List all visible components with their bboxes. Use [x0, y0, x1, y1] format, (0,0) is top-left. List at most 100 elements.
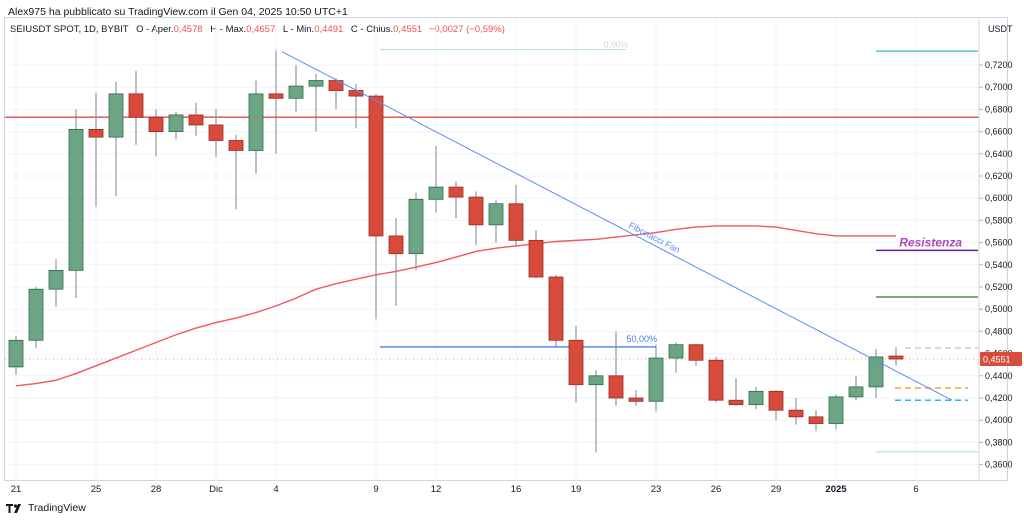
- candle-body: [228, 140, 244, 151]
- candle-body: [88, 128, 104, 138]
- candle-body: [468, 196, 484, 226]
- fibonacci-fan-line: [281, 51, 953, 401]
- drawing-levels: 0,00% 50,00% Resistenza: [5, 39, 979, 453]
- candle-body: [368, 95, 384, 237]
- candle-body: [428, 186, 444, 200]
- chart-frame: [4, 17, 1008, 481]
- candle-body: [308, 80, 324, 87]
- last-price-tag: [980, 352, 1022, 367]
- legend-change: −0,0027 (−0,59%): [428, 24, 505, 35]
- candle-body: [588, 375, 604, 386]
- chart-legend: SEIUSDT SPOT, 1D, BYBIT O - Aper.0,4578 …: [10, 24, 505, 35]
- candle-body: [348, 90, 364, 97]
- candle-body: [628, 397, 644, 402]
- time-tick-label: 29: [771, 484, 782, 495]
- moving-average: [15, 225, 896, 387]
- candle-body: [668, 344, 684, 359]
- price-tick-label: 0,4400: [985, 371, 1013, 381]
- price-tick-label: 0,3800: [985, 437, 1013, 447]
- time-tick-label: 9: [373, 484, 378, 495]
- grid: [5, 18, 979, 481]
- candle-body: [208, 124, 224, 141]
- legend-open-value: 0,4578: [173, 24, 203, 35]
- candle-body: [288, 85, 304, 99]
- candle-body: [168, 114, 184, 132]
- time-tick-label: 16: [511, 484, 522, 495]
- candle-body: [708, 359, 724, 401]
- candle-body: [748, 390, 764, 406]
- time-tick-label: 28: [151, 484, 162, 495]
- candle-body: [128, 93, 144, 118]
- price-tick-label: 0,5200: [985, 282, 1013, 292]
- candle-body: [568, 339, 584, 386]
- time-tick-label: 4: [273, 484, 278, 495]
- price-tick-label: 0,5600: [985, 238, 1013, 248]
- price-tick-label: 0,6400: [985, 149, 1013, 159]
- candle-body: [888, 355, 904, 360]
- time-tick-label: Dic: [209, 484, 223, 495]
- fibonacci-fan-label: Fibonacci Fan: [627, 220, 682, 255]
- legend-close-value: 0,4551: [393, 24, 423, 35]
- candle-body: [108, 93, 124, 138]
- candle-body: [788, 409, 804, 418]
- legend-low-label: L - Min.: [282, 24, 315, 35]
- candle-body: [848, 386, 864, 398]
- legend-symbol[interactable]: SEIUSDT SPOT, 1D, BYBIT: [10, 24, 129, 35]
- price-tick-label: 0,7000: [985, 82, 1013, 92]
- last-price-tag-label: 0,4551: [983, 355, 1011, 365]
- price-tick-label: 0,7200: [985, 60, 1013, 70]
- currency-label: USDT: [988, 24, 1013, 34]
- time-tick-label: 19: [571, 484, 582, 495]
- time-tick-label: 23: [651, 484, 662, 495]
- price-tick-label: 0,4000: [985, 415, 1013, 425]
- time-axis: 21 25 28 Dic 4 9 12 16 19 23 26 29 2025 6: [11, 484, 919, 495]
- price-tick-label: 0,4200: [985, 393, 1013, 403]
- price-axis: 0,36000,38000,40000,42000,44000,46000,48…: [978, 18, 1022, 481]
- candle-body: [728, 399, 744, 406]
- price-tick-label: 0,6800: [985, 104, 1013, 114]
- legend-open-label: O - Aper.: [136, 24, 174, 35]
- price-tick-label: 0,4800: [985, 326, 1013, 336]
- price-tick-label: 0,6000: [985, 193, 1013, 203]
- footer-brand: TradingView: [28, 502, 86, 514]
- price-tick-label: 0,3600: [985, 460, 1013, 470]
- time-tick-label: 2025: [825, 484, 847, 495]
- legend-close-label: C - Chius.: [350, 24, 394, 35]
- candle-body: [28, 288, 44, 341]
- fib-level-0-label: 0,00%: [604, 39, 629, 49]
- legend-high-label: H - Max.: [210, 24, 247, 35]
- resistance-label: Resistenza: [899, 235, 962, 249]
- candle-body: [548, 276, 564, 341]
- candle-body: [48, 269, 64, 290]
- fib-level-50-label: 50,00%: [626, 334, 657, 344]
- moving-average-line: [15, 225, 896, 387]
- price-tick-label: 0,6200: [985, 171, 1013, 181]
- price-tick-label: 0,5800: [985, 215, 1013, 225]
- time-tick-label: 25: [91, 484, 102, 495]
- candle-body: [488, 203, 504, 226]
- candle-body: [508, 203, 524, 241]
- candle-body: [408, 198, 424, 255]
- candle-body: [188, 114, 204, 126]
- candle-body: [868, 356, 884, 388]
- candle-body: [528, 239, 544, 278]
- candle-body: [448, 186, 464, 198]
- footer: TradingView: [6, 502, 86, 514]
- publisher-line: Alex975 ha pubblicato su TradingView.com…: [8, 6, 348, 18]
- candle-body: [8, 339, 24, 368]
- time-tick-label: 6: [913, 484, 918, 495]
- candle-body: [248, 93, 264, 151]
- candle-body: [688, 344, 704, 361]
- candle-body: [388, 235, 404, 255]
- candle-body: [648, 357, 664, 402]
- price-tick-label: 0,5000: [985, 304, 1013, 314]
- candle-body: [148, 116, 164, 132]
- tradingview-logo-icon[interactable]: [6, 502, 24, 514]
- time-tick-label: 12: [431, 484, 442, 495]
- time-tick-label: 21: [11, 484, 22, 495]
- candle-body: [608, 375, 624, 399]
- candle-body: [828, 396, 844, 424]
- price-tick-label: 0,6600: [985, 127, 1013, 137]
- legend-high-value: 0,4657: [246, 24, 276, 35]
